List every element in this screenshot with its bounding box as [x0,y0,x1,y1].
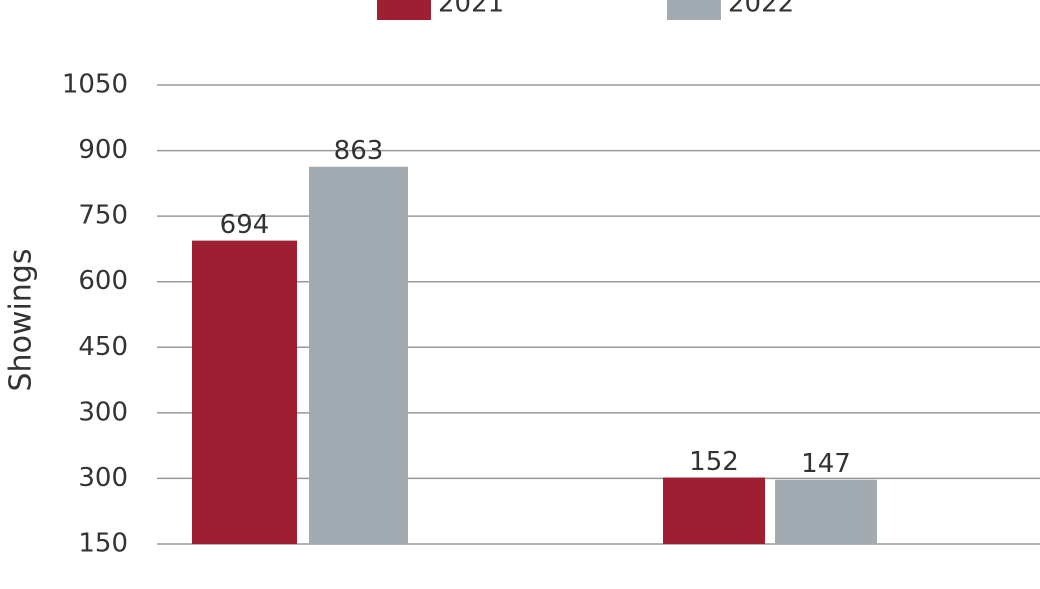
bar [309,166,408,544]
y-tick-label: 600 [78,266,128,296]
y-tick-label: 150 [78,529,128,559]
y-tick-label: 300 [78,463,128,493]
bar [663,477,765,544]
legend-label: 2021 [438,0,504,19]
y-tick-label: 900 [78,135,128,165]
y-tick-label: 300 [78,397,128,427]
legend-label: 2022 [728,0,794,19]
data-label: 152 [689,447,739,477]
y-tick-label: 450 [78,332,128,362]
data-label: 147 [801,449,851,479]
bar [192,240,297,544]
data-label: 694 [220,210,270,240]
legend-swatch [377,0,431,20]
y-tick-label: 1050 [62,70,128,100]
y-tick-label: 750 [78,201,128,231]
y-axis-label: Showings [4,249,39,392]
bar [775,479,877,544]
data-label: 863 [334,136,384,166]
legend-swatch [667,0,721,20]
